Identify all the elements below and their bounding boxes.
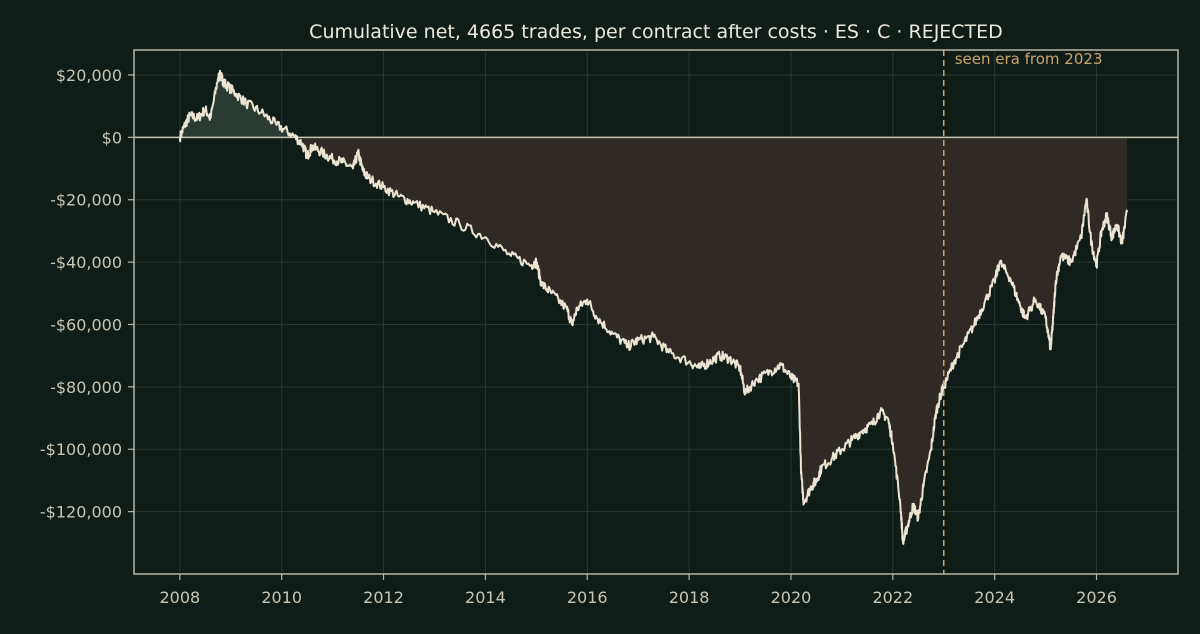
x-tick-label: 2008 [159,588,200,607]
y-tick-label: -$120,000 [40,503,122,522]
x-axis: 2008 2010 2012 2014 2016 2018 2020 2022 2024 2026 [159,574,1117,607]
series-line-layer [178,69,1129,545]
chart-title: Cumulative net, 4665 trades, per contrac… [309,21,1003,43]
x-tick-label: 2016 [567,588,608,607]
plot-frame [133,49,1179,575]
x-tick-label: 2010 [261,588,302,607]
y-tick-label: $0 [102,128,122,147]
negative-area-fill [179,137,1128,544]
x-tick-label: 2024 [974,588,1015,607]
positive-area-fill [179,70,1128,138]
x-tick-label: 2022 [872,588,913,607]
y-tick-label: -$60,000 [50,315,122,334]
y-tick-label: -$40,000 [50,253,122,272]
y-tick-label: -$100,000 [40,440,122,459]
annotation-layer: seen era from 2023 [942,50,1103,574]
x-tick-label: 2020 [771,588,812,607]
x-tick-label: 2018 [669,588,710,607]
x-tick-label: 2014 [465,588,506,607]
seen-era-label: seen era from 2023 [955,50,1103,68]
y-tick-label: $20,000 [56,66,122,85]
series-line [178,69,1129,545]
area-fill [179,70,1128,544]
plot-border [133,49,1179,575]
x-tick-label: 2012 [363,588,404,607]
x-tick-label: 2026 [1076,588,1117,607]
y-tick-label: -$80,000 [50,378,122,397]
y-tick-label: -$20,000 [50,191,122,210]
y-axis: $20,000 $0 -$20,000 -$40,000 -$60,000 -$80,00… [40,66,134,522]
